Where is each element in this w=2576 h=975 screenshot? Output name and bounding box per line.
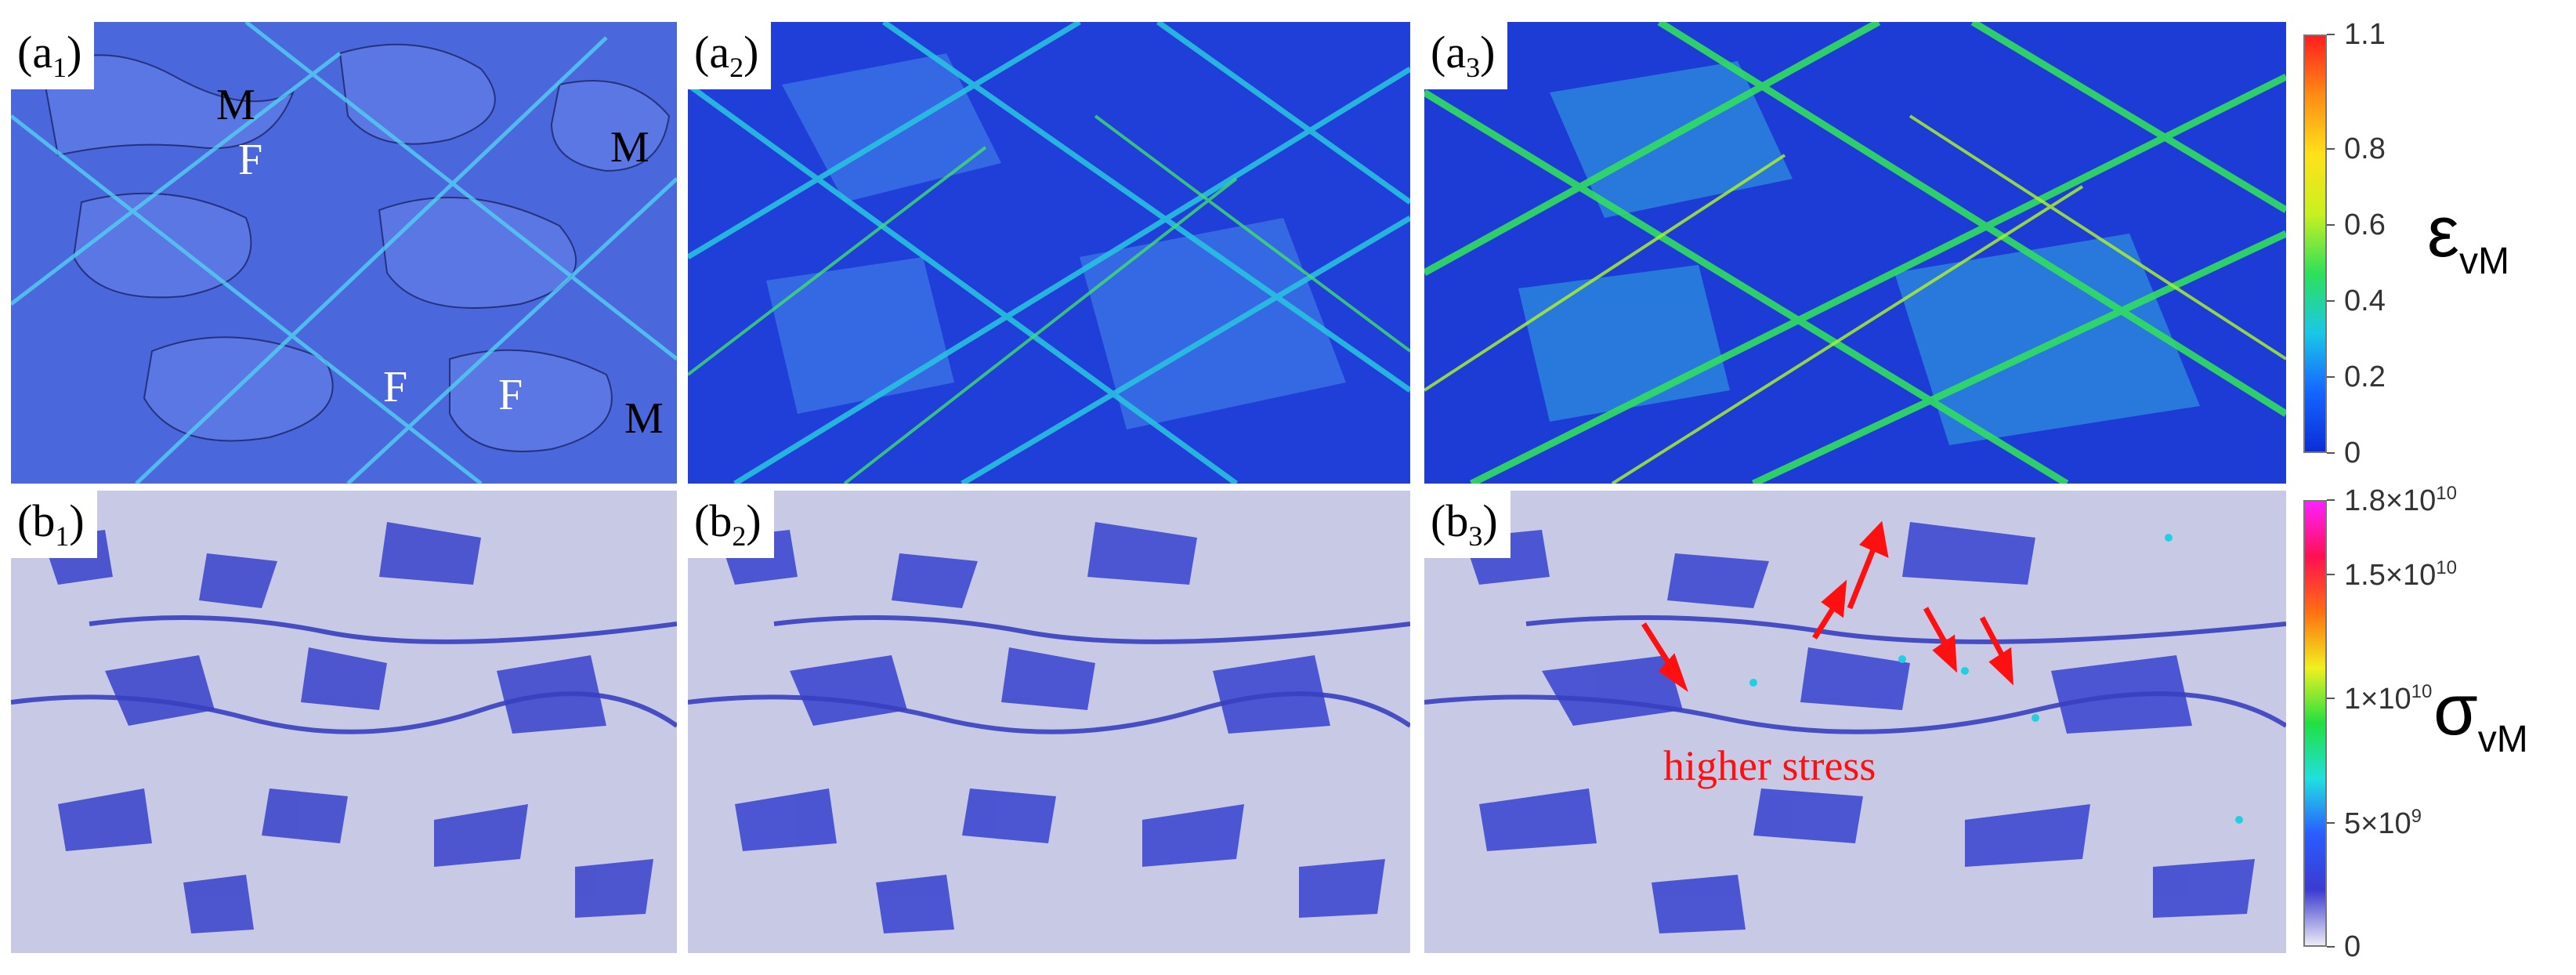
panel-label-a3: (a3) [1424, 22, 1508, 89]
colorbar-tickmark [2327, 34, 2335, 35]
colorbar-tickmark [2327, 574, 2335, 575]
colorbar-tick-label: 0 [2344, 930, 2361, 963]
colorbar-tickmark [2327, 499, 2335, 501]
strain-colorbar [2303, 34, 2327, 453]
colorbar-tickmark [2327, 147, 2335, 150]
colorbar-tick-label: 0.8 [2344, 132, 2386, 165]
stress-field-b1 [11, 491, 677, 953]
stress-field-b2 [688, 491, 1410, 953]
strain-field-a3 [1424, 22, 2286, 484]
colorbar-tick-label: 1.1 [2344, 18, 2386, 51]
colorbar-tickmark [2327, 452, 2335, 454]
strain-field-a1 [11, 22, 677, 484]
colorbar-tick-label: 0.2 [2344, 360, 2386, 393]
colorbar-tick-label: 0.4 [2344, 284, 2386, 317]
panel-label-b1: (b1) [11, 491, 97, 558]
stress-colorbar [2303, 500, 2327, 947]
stress-colorbar-title: σvM [2433, 670, 2528, 760]
panel-label-a2: (a2) [688, 22, 772, 89]
stress-arrows [1641, 520, 2014, 693]
panel-label-b2: (b2) [688, 491, 774, 558]
colorbar-tickmark [2327, 821, 2335, 824]
martensite-label: M [624, 394, 664, 443]
panel-b3-stress-map: (b3) higher stress [1424, 491, 2286, 953]
colorbar-tick-label: 0.6 [2344, 208, 2386, 241]
panel-b1-stress-map: (b1) [11, 491, 677, 953]
panel-a2-strain-map: (a2) [688, 22, 1410, 484]
colorbar-tickmark [2327, 299, 2335, 302]
martensite-label: M [216, 81, 255, 129]
stress-field-b3 [1424, 491, 2286, 953]
colorbar-tick-label: 0 [2344, 437, 2361, 469]
colorbar-tickmark [2327, 375, 2335, 378]
ferrite-label: F [383, 363, 408, 411]
panel-a3-strain-map: (a3) [1424, 22, 2286, 484]
strain-colorbar-title: εvM [2427, 192, 2509, 282]
panel-label-a1: (a1) [11, 22, 95, 89]
colorbar-tickmark [2327, 698, 2335, 700]
panel-a1-strain-map: (a1) M F M F F M [11, 22, 677, 484]
panel-label-b3: (b3) [1424, 491, 1511, 558]
ferrite-label: F [498, 371, 523, 419]
colorbar-tick-label: 1×1010 [2344, 681, 2433, 716]
higher-stress-annotation: higher stress [1663, 742, 1876, 789]
colorbar-tickmark [2327, 946, 2335, 948]
strain-field-a2 [688, 22, 1410, 484]
colorbar-tick-label: 5×109 [2344, 805, 2422, 840]
martensite-label: M [610, 123, 649, 172]
ferrite-label: F [238, 136, 263, 184]
colorbar-tick-label: 1.8×1010 [2344, 483, 2457, 517]
colorbar-tick-label: 1.5×1010 [2344, 557, 2457, 592]
panel-b2-stress-map: (b2) [688, 491, 1410, 953]
colorbar-tickmark [2327, 223, 2335, 226]
